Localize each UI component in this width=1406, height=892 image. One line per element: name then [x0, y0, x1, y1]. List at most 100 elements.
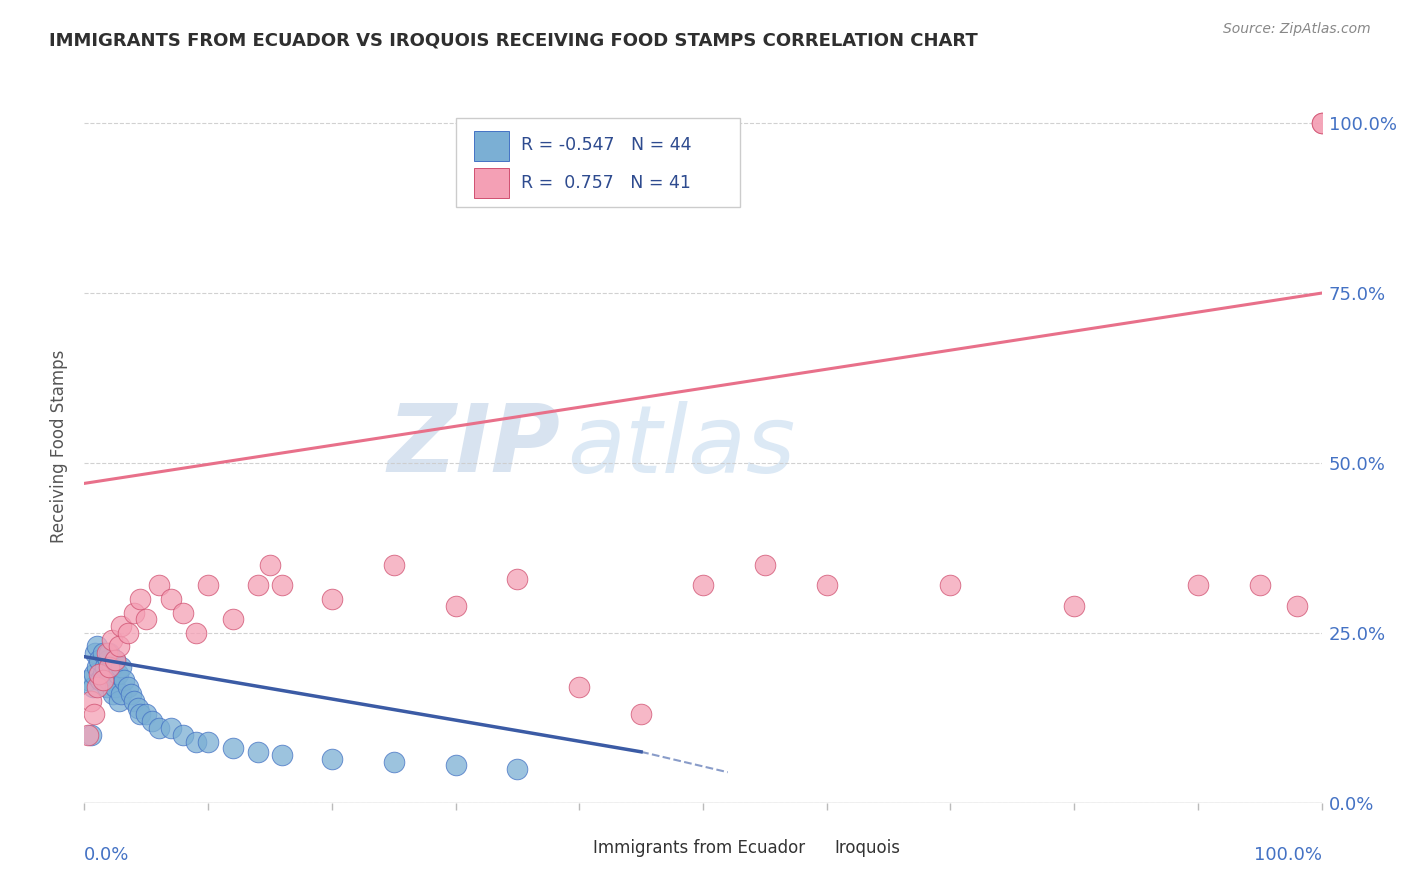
- Point: [1249, 578, 1271, 592]
- Point: [506, 572, 529, 586]
- Point: [112, 673, 135, 688]
- Point: [122, 694, 145, 708]
- Point: [939, 578, 962, 592]
- Point: [79, 728, 101, 742]
- Point: [89, 653, 111, 667]
- Point: [382, 755, 405, 769]
- Y-axis label: Receiving Food Stamps: Receiving Food Stamps: [51, 350, 69, 542]
- Point: [222, 741, 245, 756]
- Point: [148, 721, 170, 735]
- Text: Iroquois: Iroquois: [834, 839, 900, 857]
- Text: R =  0.757   N = 41: R = 0.757 N = 41: [522, 175, 690, 193]
- Point: [89, 673, 111, 688]
- Point: [222, 612, 245, 626]
- Point: [98, 646, 121, 660]
- Point: [94, 660, 117, 674]
- Point: [108, 640, 131, 654]
- Point: [1285, 599, 1308, 613]
- Text: ZIP: ZIP: [388, 400, 561, 492]
- Point: [197, 578, 219, 592]
- Point: [1187, 578, 1209, 592]
- Point: [129, 707, 152, 722]
- Point: [98, 660, 121, 674]
- FancyBboxPatch shape: [456, 118, 740, 207]
- Point: [692, 578, 714, 592]
- Point: [110, 619, 132, 633]
- Point: [172, 606, 194, 620]
- Point: [104, 680, 127, 694]
- Point: [77, 728, 100, 742]
- Point: [815, 578, 838, 592]
- Point: [83, 666, 105, 681]
- Point: [321, 591, 343, 606]
- Text: R = -0.547   N = 44: R = -0.547 N = 44: [522, 136, 692, 153]
- Point: [197, 734, 219, 748]
- Text: atlas: atlas: [567, 401, 796, 491]
- Point: [754, 558, 776, 572]
- Point: [104, 653, 127, 667]
- Point: [141, 714, 163, 729]
- Point: [630, 707, 652, 722]
- Point: [96, 680, 118, 694]
- Point: [1310, 116, 1333, 130]
- Point: [184, 626, 207, 640]
- Point: [1310, 116, 1333, 130]
- Point: [506, 762, 529, 776]
- Point: [117, 680, 139, 694]
- Point: [82, 680, 104, 694]
- Bar: [561, 838, 585, 858]
- Point: [89, 666, 111, 681]
- Point: [100, 632, 122, 647]
- Point: [382, 558, 405, 572]
- Text: 0.0%: 0.0%: [84, 846, 129, 863]
- Point: [96, 646, 118, 660]
- Point: [160, 591, 183, 606]
- Text: Source: ZipAtlas.com: Source: ZipAtlas.com: [1223, 22, 1371, 37]
- Point: [100, 660, 122, 674]
- Point: [101, 687, 124, 701]
- Point: [184, 734, 207, 748]
- Point: [86, 680, 108, 694]
- Point: [321, 751, 343, 765]
- Bar: [474, 169, 509, 198]
- Point: [1063, 599, 1085, 613]
- Point: [79, 694, 101, 708]
- Point: [444, 599, 467, 613]
- Text: IMMIGRANTS FROM ECUADOR VS IROQUOIS RECEIVING FOOD STAMPS CORRELATION CHART: IMMIGRANTS FROM ECUADOR VS IROQUOIS RECE…: [49, 31, 979, 49]
- Point: [84, 646, 107, 660]
- Point: [83, 707, 105, 722]
- Point: [259, 558, 281, 572]
- Text: 100.0%: 100.0%: [1254, 846, 1322, 863]
- Point: [444, 758, 467, 772]
- Point: [110, 660, 132, 674]
- Point: [86, 640, 108, 654]
- Point: [91, 666, 114, 681]
- Point: [104, 653, 127, 667]
- Point: [148, 578, 170, 592]
- Point: [172, 728, 194, 742]
- Point: [110, 687, 132, 701]
- Point: [98, 673, 121, 688]
- Point: [97, 653, 120, 667]
- Text: Immigrants from Ecuador: Immigrants from Ecuador: [593, 839, 806, 857]
- Point: [107, 666, 129, 681]
- Point: [129, 591, 152, 606]
- Point: [117, 626, 139, 640]
- Point: [246, 578, 269, 592]
- Bar: [474, 130, 509, 161]
- Point: [77, 673, 100, 688]
- Point: [271, 578, 294, 592]
- Point: [122, 606, 145, 620]
- Point: [120, 687, 142, 701]
- Point: [568, 680, 591, 694]
- Point: [160, 721, 183, 735]
- Point: [246, 745, 269, 759]
- Point: [271, 748, 294, 763]
- Bar: [801, 838, 827, 858]
- Point: [135, 707, 157, 722]
- Point: [91, 673, 114, 688]
- Point: [91, 646, 114, 660]
- Point: [127, 700, 149, 714]
- Point: [135, 612, 157, 626]
- Point: [86, 660, 108, 674]
